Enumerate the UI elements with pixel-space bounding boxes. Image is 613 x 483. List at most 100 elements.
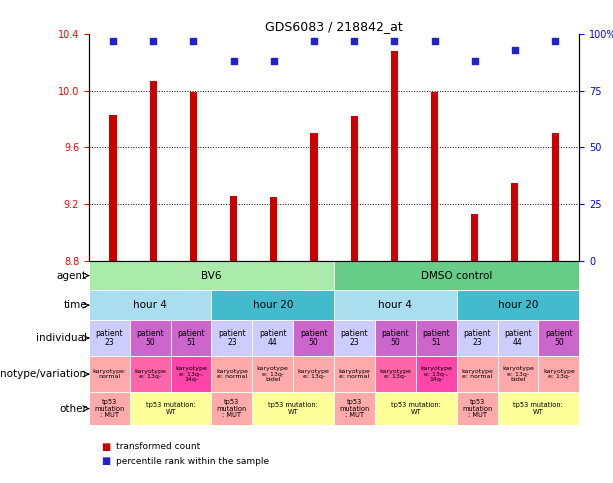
- Point: [309, 37, 319, 44]
- Point: [148, 37, 158, 44]
- Bar: [416, 356, 457, 392]
- Bar: [89, 320, 130, 356]
- Point: [188, 37, 198, 44]
- Bar: [89, 290, 211, 320]
- Bar: [457, 290, 579, 320]
- Bar: [110, 114, 116, 261]
- Text: patient
51: patient 51: [422, 328, 450, 347]
- Text: karyotype:
normal: karyotype: normal: [93, 369, 126, 379]
- Bar: [457, 392, 498, 425]
- Text: ■: ■: [101, 456, 110, 466]
- Text: time: time: [63, 300, 87, 310]
- Bar: [130, 320, 170, 356]
- Bar: [170, 320, 211, 356]
- Bar: [211, 290, 334, 320]
- Bar: [253, 320, 293, 356]
- Text: karyotype
e: 13q-: karyotype e: 13q-: [379, 369, 411, 379]
- Text: patient
44: patient 44: [259, 328, 287, 347]
- Point: [108, 37, 118, 44]
- Bar: [89, 392, 130, 425]
- Text: tp53
mutation
: MUT: tp53 mutation : MUT: [462, 399, 492, 418]
- Bar: [351, 116, 358, 261]
- Bar: [391, 51, 398, 261]
- Text: karyotype
e: 13q-,
14q-: karyotype e: 13q-, 14q-: [421, 366, 452, 382]
- Bar: [130, 392, 211, 425]
- Text: karyotype
e: 13q-: karyotype e: 13q-: [134, 369, 166, 379]
- Text: hour 20: hour 20: [498, 300, 538, 310]
- Text: tp53
mutation
: MUT: tp53 mutation : MUT: [340, 399, 370, 418]
- Text: patient
50: patient 50: [381, 328, 409, 347]
- Bar: [293, 356, 334, 392]
- Bar: [89, 261, 334, 290]
- Bar: [498, 356, 538, 392]
- Bar: [552, 133, 558, 261]
- Point: [470, 57, 480, 65]
- Bar: [334, 290, 457, 320]
- Text: patient
50: patient 50: [136, 328, 164, 347]
- Text: agent: agent: [57, 270, 87, 281]
- Text: transformed count: transformed count: [116, 442, 200, 451]
- Text: other: other: [59, 404, 87, 413]
- Bar: [253, 392, 334, 425]
- Text: patient
23: patient 23: [463, 328, 491, 347]
- Text: tp53
mutation
: MUT: tp53 mutation : MUT: [94, 399, 124, 418]
- Bar: [334, 320, 375, 356]
- Bar: [310, 133, 318, 261]
- Bar: [334, 356, 375, 392]
- Bar: [270, 197, 277, 261]
- Bar: [211, 356, 253, 392]
- Text: tp53 mutation:
WT: tp53 mutation: WT: [514, 402, 563, 415]
- Text: patient
44: patient 44: [504, 328, 532, 347]
- Bar: [471, 214, 478, 261]
- Bar: [538, 356, 579, 392]
- Text: karyotype
e: 13q-: karyotype e: 13q-: [298, 369, 330, 379]
- Bar: [498, 320, 538, 356]
- Bar: [211, 392, 253, 425]
- Text: individual: individual: [36, 333, 87, 343]
- Text: karyotype
e: 13q-,
14q-: karyotype e: 13q-, 14q-: [175, 366, 207, 382]
- Text: tp53
mutation
: MUT: tp53 mutation : MUT: [217, 399, 247, 418]
- Bar: [211, 320, 253, 356]
- Text: karyotype
e: 13q-
bidel: karyotype e: 13q- bidel: [502, 366, 534, 382]
- Point: [550, 37, 560, 44]
- Bar: [431, 92, 438, 261]
- Text: BV6: BV6: [201, 270, 222, 281]
- Text: karyotype
e: 13q-: karyotype e: 13q-: [543, 369, 575, 379]
- Text: karyotype
e: 13q-
bidel: karyotype e: 13q- bidel: [257, 366, 289, 382]
- Point: [430, 37, 440, 44]
- Bar: [416, 320, 457, 356]
- Text: patient
50: patient 50: [300, 328, 327, 347]
- Bar: [230, 196, 237, 261]
- Point: [389, 37, 399, 44]
- Text: tp53 mutation:
WT: tp53 mutation: WT: [391, 402, 441, 415]
- Text: hour 4: hour 4: [133, 300, 167, 310]
- Text: karyotype
e: normal: karyotype e: normal: [216, 369, 248, 379]
- Bar: [375, 356, 416, 392]
- Text: genotype/variation: genotype/variation: [0, 369, 87, 379]
- Point: [349, 37, 359, 44]
- Bar: [150, 81, 157, 261]
- Text: karyotype
e: normal: karyotype e: normal: [338, 369, 370, 379]
- Bar: [334, 392, 375, 425]
- Bar: [375, 392, 457, 425]
- Bar: [511, 183, 519, 261]
- Point: [229, 57, 238, 65]
- Text: karyotype
e: normal: karyotype e: normal: [461, 369, 493, 379]
- Bar: [293, 320, 334, 356]
- Text: DMSO control: DMSO control: [421, 270, 492, 281]
- Text: percentile rank within the sample: percentile rank within the sample: [116, 457, 270, 466]
- Text: ■: ■: [101, 442, 110, 452]
- Bar: [130, 356, 170, 392]
- Point: [269, 57, 279, 65]
- Text: hour 20: hour 20: [253, 300, 293, 310]
- Text: tp53 mutation:
WT: tp53 mutation: WT: [268, 402, 318, 415]
- Bar: [457, 356, 498, 392]
- Text: patient
23: patient 23: [341, 328, 368, 347]
- Bar: [538, 320, 579, 356]
- Text: tp53 mutation:
WT: tp53 mutation: WT: [146, 402, 196, 415]
- Bar: [190, 92, 197, 261]
- Text: patient
23: patient 23: [218, 328, 246, 347]
- Bar: [334, 261, 579, 290]
- Bar: [253, 356, 293, 392]
- Text: patient
23: patient 23: [96, 328, 123, 347]
